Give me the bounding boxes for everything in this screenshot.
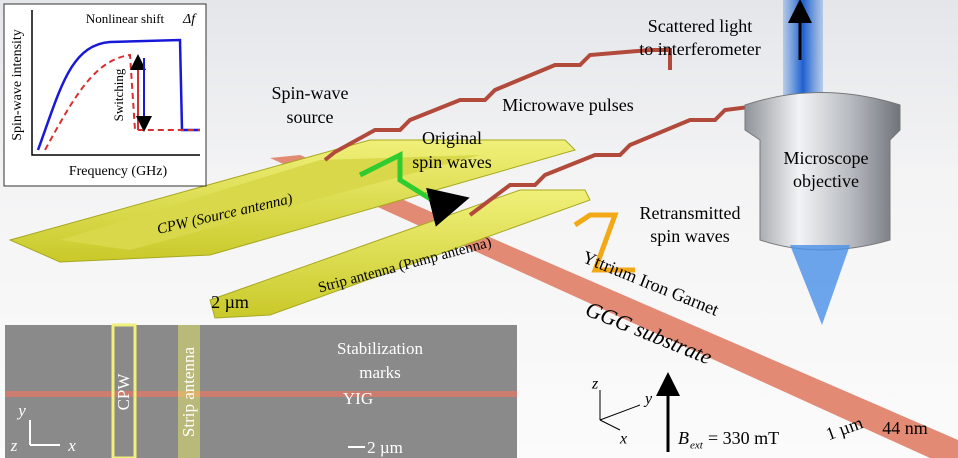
inset-y-label: Spin-wave intensity: [10, 29, 25, 141]
label: marks: [359, 363, 401, 382]
label: CPW: [114, 373, 133, 411]
inset-x-label: Frequency (GHz): [69, 164, 168, 179]
label: Strip antenna: [179, 346, 198, 437]
switching-label: Switching: [111, 68, 126, 121]
label: objective: [793, 171, 859, 191]
axis-label: z: [591, 376, 599, 393]
label: Microscope: [784, 148, 869, 168]
label: Retransmitted: [640, 203, 741, 223]
label: Original: [422, 128, 482, 148]
label: Stabilization: [337, 339, 423, 358]
shift-symbol: Δf: [182, 12, 197, 27]
label: z: [10, 436, 18, 455]
label: 2 µm: [211, 292, 249, 312]
inset-frame: [4, 4, 206, 186]
label: y: [16, 401, 26, 420]
label: 44 nm: [882, 418, 928, 438]
label: spin waves: [412, 152, 492, 172]
sem-yig: [5, 391, 517, 397]
label: to interferometer: [639, 39, 760, 59]
label: Spin-wave: [272, 83, 349, 103]
field-value: = 330 mT: [708, 428, 779, 448]
figure: Spin-wave intensity Frequency (GHz) Nonl…: [0, 0, 958, 458]
label: YIG: [343, 389, 373, 408]
shift-label: Nonlinear shift: [86, 11, 165, 26]
label: 2 µm: [367, 438, 403, 457]
label: Microwave pulses: [502, 95, 633, 115]
axis-label: y: [643, 391, 653, 408]
axis-label: x: [619, 431, 627, 448]
label: x: [67, 436, 76, 455]
label: Scattered light: [648, 16, 752, 36]
field-symbol: B: [678, 428, 689, 448]
light-beam: [783, 0, 823, 100]
field-subscript: ext: [690, 440, 704, 452]
label: source: [287, 107, 334, 127]
label: spin waves: [650, 226, 730, 246]
